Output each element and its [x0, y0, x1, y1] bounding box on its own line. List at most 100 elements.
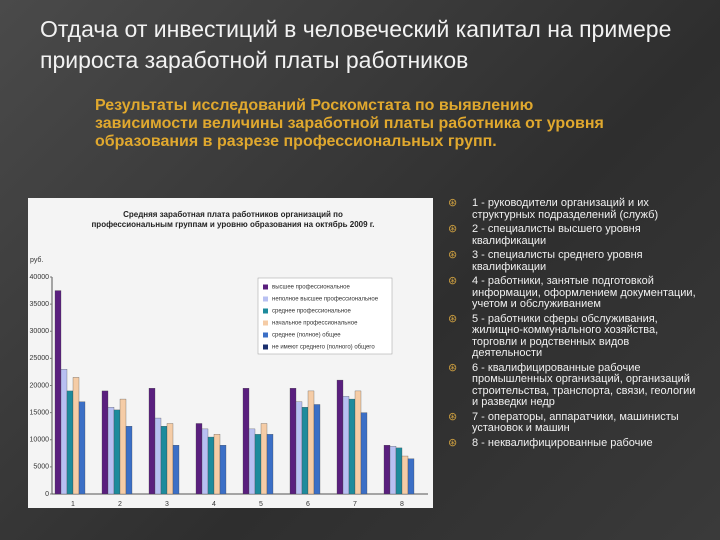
legend-label: не имеют среднего (полного) общего [272, 345, 375, 351]
chart-svg: руб. 0 5000 10000 15000 20000 25000 30000 35000… [30, 256, 428, 508]
legend-label: неполное высшее профессиональное [272, 297, 379, 303]
bar [201, 428, 209, 495]
bar [113, 409, 121, 495]
bar [342, 396, 350, 495]
bar [260, 423, 268, 495]
legend-swatch [263, 332, 268, 338]
chart-title: Средняя заработная плата работников орга… [91, 210, 375, 229]
y-tick-label: 30000 [30, 328, 50, 335]
list-item: ⊛ 2 - специалисты высшего уровня квалифик… [448, 223, 698, 247]
list-item: ⊛ 1 - руководители организаций и их струк… [448, 197, 698, 221]
bar [119, 398, 127, 495]
bar [213, 434, 221, 495]
bar [407, 458, 415, 495]
legend-label: высшее профессиональное [272, 285, 350, 291]
bar [195, 423, 203, 495]
bar [336, 379, 344, 495]
legend-label: среднее (полное) общее [272, 333, 341, 339]
bullet: ⊛ [448, 312, 458, 325]
bar [266, 434, 274, 495]
bar [242, 388, 250, 495]
list-text: 5 - работники сферы обслуживания, жилищн… [472, 312, 659, 359]
bullet: ⊛ [448, 410, 458, 423]
slide-subtitle: Результаты исследований Роскомстата по в… [95, 97, 604, 150]
bar [348, 398, 356, 495]
list-text: 8 - неквалифицированные рабочие [472, 436, 653, 449]
bar [148, 388, 156, 495]
list-text: 1 - руководители организаций и их структ… [472, 197, 659, 221]
bar [354, 390, 362, 495]
bar [254, 434, 262, 495]
y-tick-label: 35000 [30, 301, 50, 308]
bar [60, 369, 68, 495]
bullet: ⊛ [448, 275, 458, 287]
bar [219, 445, 227, 495]
y-tick-label: 20000 [30, 382, 50, 389]
slide-title: Отдача от инвестиций в человеческий капи… [40, 16, 672, 73]
bar [383, 445, 391, 495]
list-item: ⊛ 5 - работники сферы обслуживания, жилищ… [448, 312, 698, 360]
x-tick-label: 6 [306, 501, 310, 508]
y-tick-label: 15000 [30, 409, 50, 416]
y-tick-label: 10000 [30, 437, 50, 444]
list-item: ⊛ 8 - неквалифицированные рабочие [448, 436, 698, 450]
bar [107, 407, 115, 495]
bar [295, 401, 303, 495]
x-tick-label: 8 [400, 501, 404, 508]
legend-swatch [263, 308, 268, 314]
bullet: ⊛ [448, 436, 458, 449]
legend-label: среднее профессиональное [272, 309, 352, 315]
x-tick-label: 7 [353, 501, 357, 508]
bar [78, 401, 86, 495]
list-text: 6 - квалифицированные рабочие промышленн… [472, 361, 696, 408]
x-tick-label: 4 [212, 501, 216, 508]
y-tick-label: 5000 [33, 464, 49, 471]
bar [207, 436, 215, 495]
bar [101, 390, 109, 495]
bar [54, 290, 62, 495]
bar [154, 417, 162, 495]
list-text: 7 - операторы, аппаратчики, машинисты ус… [472, 410, 679, 434]
legend-swatch [263, 296, 268, 302]
y-tick-label: 25000 [30, 355, 50, 362]
legend-swatch [263, 284, 268, 290]
list-item: ⊛ 6 - квалифицированные рабочие промышлен… [448, 361, 698, 409]
bar [125, 426, 133, 495]
legend-list: ⊛ 1 - руководители организаций и их струк… [448, 197, 698, 452]
legend-box [257, 277, 393, 355]
legend-swatch [263, 344, 268, 350]
list-text: 3 - специалисты среднего уровня квалифик… [472, 249, 643, 273]
x-tick-label: 1 [71, 501, 75, 508]
bar [248, 428, 256, 495]
list-text: 2 - специалисты высшего уровня квалифика… [472, 223, 641, 247]
bullet: ⊛ [448, 361, 458, 374]
list-text: 4 - работники, занятые подготовкой инфор… [472, 275, 696, 310]
bar [360, 412, 368, 495]
x-tick-label: 5 [259, 501, 263, 508]
bullet: ⊛ [448, 249, 458, 261]
list-item: ⊛ 4 - работники, занятые подготовкой инфо… [448, 275, 698, 311]
legend-label: начальное профессиональное [272, 321, 358, 327]
x-tick-label: 2 [118, 501, 122, 508]
bar [313, 404, 321, 495]
y-tick-label: 40000 [30, 274, 50, 281]
bar [72, 377, 80, 495]
legend-swatch [263, 320, 268, 326]
bullet: ⊛ [448, 197, 458, 209]
bar [307, 390, 315, 495]
list-item: ⊛ 3 - специалисты среднего уровня квалифи… [448, 249, 698, 273]
bar [289, 388, 297, 495]
bar [172, 445, 180, 495]
bar [389, 446, 397, 495]
bar [66, 390, 74, 495]
bar [395, 447, 403, 495]
bar [301, 407, 309, 495]
bar [160, 426, 168, 495]
bar [166, 423, 174, 495]
list-item: ⊛ 7 - операторы, аппаратчики, машинисты у… [448, 410, 698, 435]
y-tick-label: 0 [45, 491, 49, 498]
bullet: ⊛ [448, 223, 458, 235]
bar [401, 455, 409, 495]
y-axis-label: руб. [30, 256, 43, 264]
